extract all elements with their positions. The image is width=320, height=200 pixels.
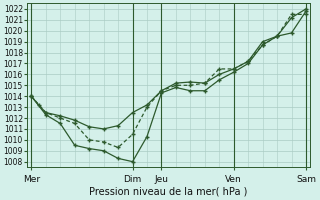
X-axis label: Pression niveau de la mer( hPa ): Pression niveau de la mer( hPa )	[90, 187, 248, 197]
